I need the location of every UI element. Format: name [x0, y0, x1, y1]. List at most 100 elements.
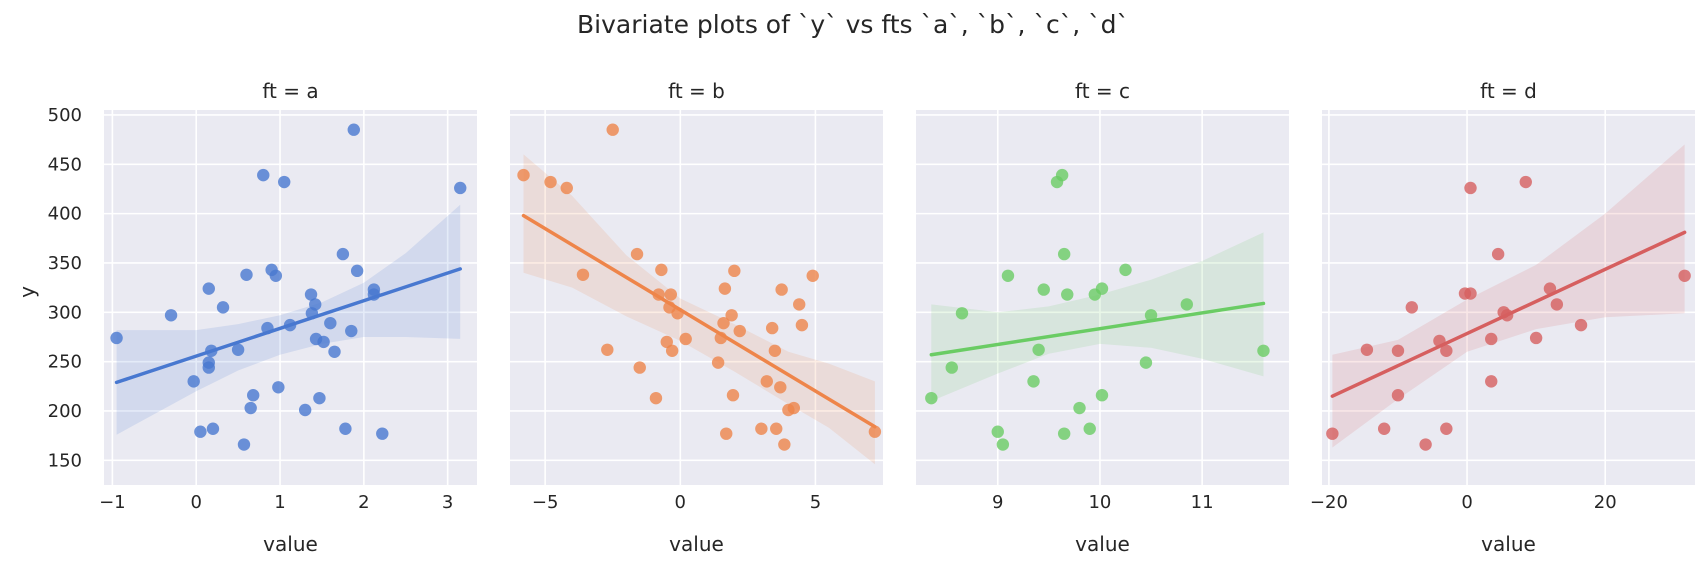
data-point — [718, 282, 732, 295]
data-point — [202, 282, 215, 295]
data-point — [1027, 375, 1040, 388]
data-point — [1144, 309, 1158, 322]
data-point — [1180, 298, 1194, 311]
data-point — [1083, 422, 1096, 435]
data-point — [1485, 332, 1498, 346]
data-point — [868, 425, 882, 438]
x-tick-label: 20 — [1594, 492, 1617, 513]
data-point — [347, 123, 360, 136]
data-point — [768, 344, 782, 357]
panel-title: ft = c — [1075, 79, 1130, 103]
data-point — [560, 181, 573, 195]
data-point — [1377, 422, 1391, 435]
data-point — [1464, 287, 1477, 300]
data-point — [257, 168, 270, 182]
y-tick-label: 450 — [48, 154, 82, 175]
panel-title: ft = a — [262, 79, 318, 103]
data-point — [711, 356, 725, 369]
data-point — [1257, 344, 1270, 357]
x-tick-label: 3 — [442, 492, 453, 513]
data-point — [725, 309, 738, 322]
data-point — [237, 438, 251, 451]
regression-line — [1330, 230, 1687, 398]
data-point — [247, 388, 260, 402]
data-point — [1326, 427, 1339, 440]
panel-background — [1322, 110, 1695, 485]
data-point — [345, 324, 358, 338]
data-point — [194, 425, 207, 438]
data-point — [278, 175, 291, 189]
x-axis-label: value — [1075, 532, 1130, 556]
y-axis-label: y — [15, 286, 39, 298]
chart-title: Bivariate plots of `y` vs fts `a`, `b`, … — [577, 10, 1129, 39]
data-point — [1119, 263, 1132, 277]
data-point — [720, 427, 733, 440]
data-point — [328, 345, 341, 358]
y-tick-label: 250 — [48, 352, 82, 373]
regression-line — [929, 301, 1266, 357]
data-point — [1055, 168, 1069, 182]
data-point — [633, 361, 646, 374]
data-point — [806, 269, 819, 282]
data-point — [728, 264, 741, 278]
data-point — [787, 401, 801, 415]
data-point — [778, 438, 791, 451]
data-point — [1405, 301, 1418, 314]
data-point — [244, 401, 257, 415]
x-tick-label: 5 — [810, 492, 821, 513]
data-point — [313, 391, 326, 405]
data-point — [269, 269, 283, 282]
x-tick-label: −20 — [1310, 492, 1348, 513]
data-point — [649, 391, 663, 405]
data-point — [1485, 375, 1498, 388]
data-point — [679, 332, 692, 346]
x-tick-label: −1 — [99, 492, 126, 513]
y-tick-label: 150 — [48, 450, 82, 471]
y-tick-label: 200 — [48, 401, 82, 422]
data-point — [216, 301, 230, 314]
panel-background — [510, 110, 883, 485]
panel-title: ft = d — [1480, 79, 1537, 103]
x-tick-label: 0 — [1461, 492, 1472, 513]
panels: ft = a−1 0 1 2 3value15020025030035040045050… — [48, 79, 1695, 556]
data-point — [324, 316, 337, 330]
data-point — [309, 298, 322, 311]
data-point — [1032, 343, 1045, 357]
regression-line — [114, 267, 462, 385]
data-point — [164, 309, 178, 322]
y-tick-label: 400 — [48, 204, 82, 225]
data-point — [1037, 283, 1050, 296]
x-tick-label: 1 — [274, 492, 285, 513]
data-point — [1529, 331, 1543, 345]
data-point — [376, 427, 389, 440]
x-tick-label: 0 — [675, 492, 686, 513]
data-point — [202, 361, 215, 374]
data-point — [717, 316, 730, 330]
data-point — [339, 422, 352, 435]
panel-title: ft = b — [668, 79, 725, 103]
data-point — [1057, 247, 1071, 261]
x-tick-label: 0 — [190, 492, 201, 513]
data-point — [1391, 388, 1405, 402]
data-point — [955, 307, 969, 320]
regression-line — [521, 213, 877, 429]
data-point — [795, 318, 809, 332]
y-tick-label: 300 — [48, 302, 82, 323]
data-point — [1057, 427, 1071, 440]
data-point — [1550, 298, 1564, 311]
data-point — [1678, 269, 1691, 282]
data-point — [606, 123, 619, 136]
data-point — [925, 391, 938, 405]
data-point — [1001, 269, 1015, 282]
data-point — [630, 247, 644, 261]
data-point — [544, 175, 557, 189]
data-point — [996, 438, 1010, 451]
data-point — [1519, 175, 1532, 189]
data-point — [1061, 288, 1074, 301]
data-point — [272, 381, 285, 394]
data-point — [298, 403, 312, 417]
data-point — [655, 263, 668, 277]
data-point — [733, 324, 746, 338]
data-point — [755, 422, 768, 435]
x-tick-label: 2 — [358, 492, 369, 513]
